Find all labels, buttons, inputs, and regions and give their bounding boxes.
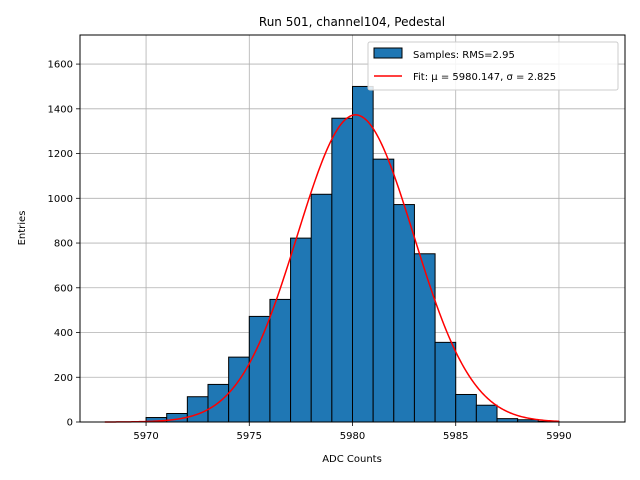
chart-title: Run 501, channel104, Pedestal — [259, 15, 445, 29]
fit-curve — [104, 114, 559, 423]
x-axis-title: ADC Counts — [322, 454, 382, 465]
y-tick-label: 1200 — [48, 149, 73, 160]
y-tick-label: 200 — [54, 373, 73, 384]
y-tick-label: 1600 — [48, 60, 73, 71]
histogram-bar — [352, 85, 374, 423]
y-tick-label: 800 — [54, 239, 73, 250]
histogram-bar — [269, 298, 292, 423]
x-tick-label: 5985 — [443, 431, 468, 442]
x-tick-label: 5990 — [546, 431, 571, 442]
y-axis-title: Entries — [17, 211, 28, 246]
histogram-bar — [372, 158, 395, 423]
legend: Samples: RMS=2.95 Fit: μ = 5980.147, σ =… — [367, 41, 619, 91]
y-tick-label: 0 — [67, 418, 73, 429]
y-tick-label: 1000 — [48, 194, 73, 205]
y-tick-label: 600 — [54, 283, 73, 294]
legend-label-fit: Fit: μ = 5980.147, σ = 2.825 — [413, 72, 556, 83]
x-axis-ticks: 5970 5975 5980 5985 5990 — [133, 422, 572, 442]
histogram-bar — [455, 393, 477, 423]
legend-swatch-samples — [373, 47, 403, 59]
x-tick-label: 5970 — [133, 431, 158, 442]
legend-label-samples: Samples: RMS=2.95 — [413, 50, 515, 61]
histogram-bar — [496, 418, 519, 423]
x-tick-label: 5975 — [237, 431, 262, 442]
histogram-bars — [145, 85, 560, 423]
x-tick-label: 5980 — [340, 431, 365, 442]
histogram-bar — [475, 404, 498, 423]
histogram-bar — [310, 193, 333, 423]
histogram-bar — [331, 117, 353, 423]
histogram-bar — [290, 237, 312, 423]
histogram-bar — [434, 341, 457, 423]
y-tick-label: 400 — [54, 328, 73, 339]
legend-box — [367, 41, 619, 91]
histogram-bar — [413, 253, 436, 423]
histogram-bar — [186, 396, 209, 423]
y-axis-ticks: 0 200 400 600 800 1000 1200 1400 1600 — [48, 60, 80, 429]
fit-curve-group — [104, 114, 559, 423]
y-tick-label: 1400 — [48, 104, 73, 115]
histogram-bar — [393, 204, 415, 423]
histogram-bar — [248, 315, 271, 423]
